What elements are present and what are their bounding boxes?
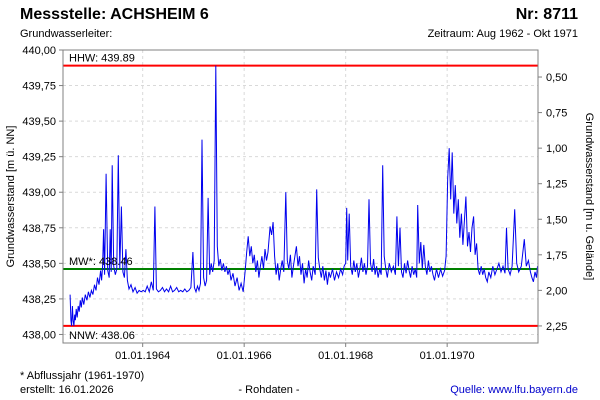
tick-label-right: 0,50 <box>546 72 567 84</box>
tick-label-left: 438,50 <box>22 258 56 270</box>
tick-label-right: 1,50 <box>546 214 567 226</box>
tick-label-x: 01.01.1968 <box>318 350 373 362</box>
ref-label-nnw: NNW: 438.06 <box>69 330 135 342</box>
tick-label-right: 2,00 <box>546 285 567 297</box>
tick-label-left: 439,00 <box>22 187 56 199</box>
source-link[interactable]: Quelle: www.lfu.bayern.de <box>450 384 578 396</box>
tick-label-x: 01.01.1966 <box>217 350 272 362</box>
aquifer-label: Grundwasserleiter: <box>20 28 113 40</box>
tick-label-x: 01.01.1970 <box>420 350 475 362</box>
subheader: Grundwasserleiter: Zeitraum: Aug 1962 - … <box>20 28 578 40</box>
station-number: Nr: 8711 <box>515 6 578 23</box>
tick-label-right: 2,25 <box>546 321 567 333</box>
page-title: Messstelle: ACHSHEIM 6 <box>20 6 209 23</box>
created-date: erstellt: 16.01.2026 <box>20 384 114 396</box>
tick-label-right: 1,25 <box>546 179 567 191</box>
ref-label-hhw: HHW: 439.89 <box>69 53 135 65</box>
header: Messstelle: ACHSHEIM 6 Nr: 8711 <box>20 6 578 24</box>
period-label: Zeitraum: Aug 1962 - Okt 1971 <box>427 28 578 40</box>
series-line <box>69 65 538 326</box>
tick-label-left: 439,75 <box>22 81 56 93</box>
plot-frame <box>62 49 539 344</box>
tick-label-left: 439,25 <box>22 152 56 164</box>
footnote-abflussjahr: * Abflussjahr (1961-1970) <box>20 370 145 382</box>
rohdaten-label: - Rohdaten - <box>238 384 300 396</box>
tick-label-left: 438,25 <box>22 294 56 306</box>
tick-label-left: 438,75 <box>22 223 56 235</box>
tick-label-left: 440,00 <box>22 45 56 57</box>
y-right-axis-title: Grundwasserstand [m u. Gelände] <box>583 113 595 281</box>
tick-label-right: 1,75 <box>546 250 567 262</box>
y-left-axis-title: Grundwasserstand [m ü. NN] <box>5 126 17 268</box>
tick-label-left: 439,50 <box>22 116 56 128</box>
tick-label-right: 0,75 <box>546 108 567 120</box>
tick-label-right: 1,00 <box>546 143 567 155</box>
tick-label-left: 438,00 <box>22 329 56 341</box>
tick-label-x: 01.01.1964 <box>115 350 170 362</box>
ref-label-mw: MW*: 438.46 <box>69 256 133 268</box>
